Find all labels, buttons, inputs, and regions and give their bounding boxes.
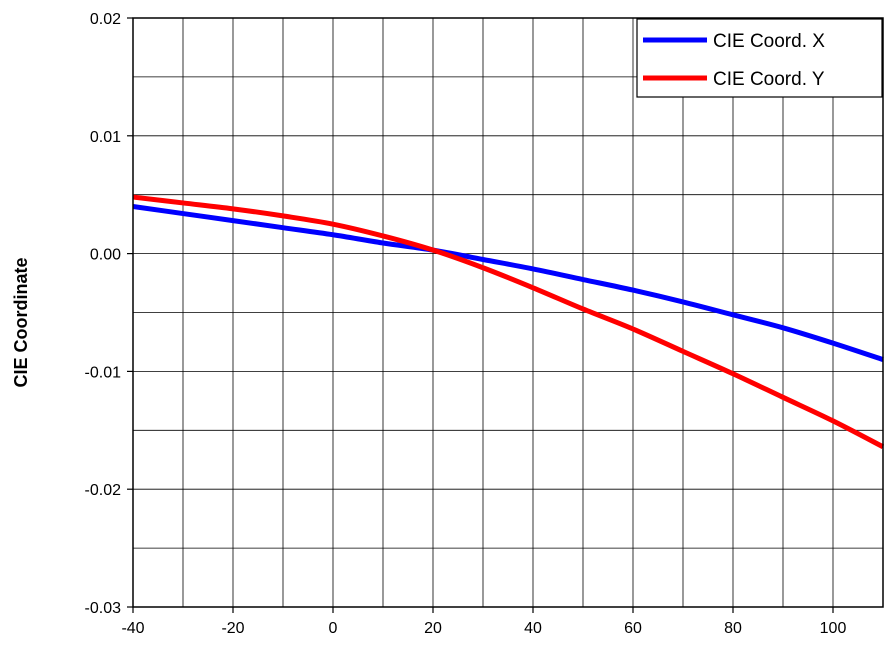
y-tick-label: -0.01 bbox=[85, 364, 122, 381]
y-tick-label: 0.01 bbox=[90, 129, 121, 146]
y-axis-ticks: -0.03 -0.02 -0.01 0.00 0.01 0.02 bbox=[85, 11, 133, 617]
y-tick-label: 0.02 bbox=[90, 11, 121, 28]
legend: CIE Coord. X CIE Coord. Y bbox=[636, 18, 883, 98]
x-tick-label: -20 bbox=[221, 620, 244, 637]
plot-frame bbox=[132, 17, 884, 608]
x-tick-label: 80 bbox=[724, 620, 742, 637]
x-axis-ticks: -40 -20 0 20 40 60 80 100 bbox=[121, 607, 846, 637]
series-line-cie-y bbox=[132, 194, 884, 450]
x-tick-label: 100 bbox=[820, 620, 847, 637]
series-line-cie-x bbox=[132, 204, 884, 362]
x-tick-label: 60 bbox=[624, 620, 642, 637]
legend-box bbox=[636, 18, 883, 98]
x-tick-label: 0 bbox=[329, 620, 338, 637]
x-tick-label: 20 bbox=[424, 620, 442, 637]
x-tick-label: -40 bbox=[121, 620, 144, 637]
y-axis-title: CIE Coordinate bbox=[11, 257, 31, 387]
y-tick-label: -0.02 bbox=[85, 482, 122, 499]
grid bbox=[133, 18, 883, 607]
y-tick-label: 0.00 bbox=[90, 247, 121, 264]
legend-label: CIE Coord. Y bbox=[713, 69, 825, 90]
legend-label: CIE Coord. X bbox=[713, 31, 825, 52]
x-tick-label: 40 bbox=[524, 620, 542, 637]
plot-series bbox=[132, 194, 884, 450]
y-tick-label: -0.03 bbox=[85, 600, 122, 617]
